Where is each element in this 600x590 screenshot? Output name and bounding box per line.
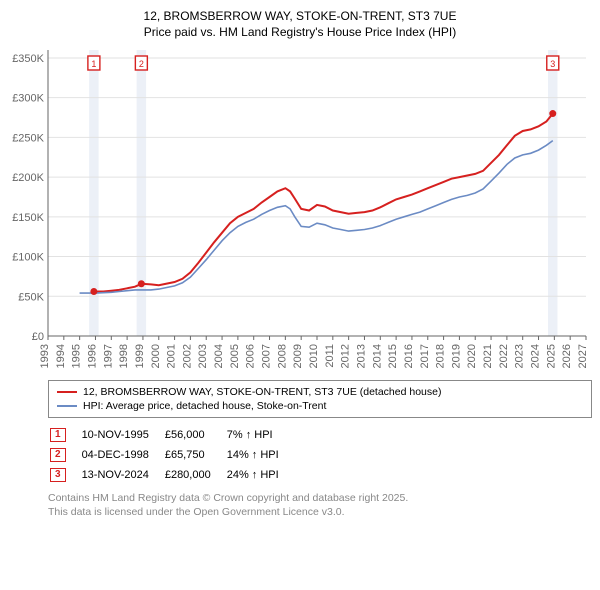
x-tick-label: 2003 — [197, 344, 209, 368]
marker-table: 1 10-NOV-1995£56,0007% ↑ HPI 2 04-DEC-1998£… — [48, 424, 295, 486]
title-line1: 12, BROMSBERROW WAY, STOKE-ON-TRENT, ST3… — [8, 8, 592, 24]
title-line2: Price paid vs. HM Land Registry's House … — [8, 24, 592, 40]
chart-area: £0 £50K £100K £150K £200K £250K £300K £350K 1993… — [8, 46, 592, 376]
marker-price: £65,750 — [165, 446, 225, 464]
legend-row: HPI: Average price, detached house, Stok… — [57, 399, 583, 413]
y-tick-label: £350K — [12, 53, 44, 65]
marker-price: £56,000 — [165, 426, 225, 444]
x-tick-label: 2004 — [213, 344, 225, 368]
marker-date: 04-DEC-1998 — [82, 446, 163, 464]
marker-pct: 14% ↑ HPI — [227, 446, 293, 464]
x-tick-label: 1997 — [102, 344, 114, 368]
up-arrow-icon: ↑ — [252, 469, 258, 481]
y-tick-label: £50K — [18, 292, 44, 304]
footnote-line2: This data is licensed under the Open Gov… — [48, 506, 592, 520]
x-tick-label: 2008 — [276, 344, 288, 368]
series-price_paid — [94, 114, 553, 292]
x-tick-label: 2016 — [403, 344, 415, 368]
sale-marker-num: 3 — [550, 59, 555, 69]
sale-marker-num: 1 — [91, 59, 96, 69]
shaded-band — [137, 50, 146, 336]
x-tick-label: 2009 — [292, 344, 304, 368]
table-row: 1 10-NOV-1995£56,0007% ↑ HPI — [50, 426, 293, 444]
legend: 12, BROMSBERROW WAY, STOKE-ON-TRENT, ST3… — [48, 380, 592, 418]
marker-index: 3 — [50, 468, 66, 482]
legend-swatch — [57, 391, 77, 393]
marker-index: 2 — [50, 448, 66, 462]
x-tick-label: 2015 — [387, 344, 399, 368]
y-tick-label: £300K — [12, 93, 44, 105]
y-tick-label: £250K — [12, 133, 44, 145]
x-tick-label: 2000 — [150, 344, 162, 368]
y-tick-label: £150K — [12, 212, 44, 224]
line-chart: £0 £50K £100K £150K £200K £250K £300K £350K 1993… — [8, 46, 592, 376]
y-tick-label: £100K — [12, 252, 44, 264]
x-tick-label: 2017 — [419, 344, 431, 368]
x-tick-label: 1994 — [55, 344, 67, 368]
sale-marker-num: 2 — [139, 59, 144, 69]
marker-date: 13-NOV-2024 — [82, 466, 163, 484]
marker-price: £280,000 — [165, 466, 225, 484]
x-tick-label: 2020 — [466, 344, 478, 368]
legend-label: 12, BROMSBERROW WAY, STOKE-ON-TRENT, ST3… — [83, 386, 441, 398]
x-tick-label: 1998 — [118, 344, 130, 368]
x-tick-label: 2024 — [530, 344, 542, 368]
x-tick-label: 2012 — [340, 344, 352, 368]
footnote: Contains HM Land Registry data © Crown c… — [48, 492, 592, 519]
x-tick-label: 2027 — [577, 344, 589, 368]
sale-marker-dot — [138, 281, 145, 288]
chart-title: 12, BROMSBERROW WAY, STOKE-ON-TRENT, ST3… — [8, 8, 592, 40]
x-tick-label: 2025 — [545, 344, 557, 368]
marker-pct: 24% ↑ HPI — [227, 466, 293, 484]
up-arrow-icon: ↑ — [252, 449, 258, 461]
x-tick-label: 2019 — [450, 344, 462, 368]
legend-row: 12, BROMSBERROW WAY, STOKE-ON-TRENT, ST3… — [57, 385, 583, 399]
footnote-line1: Contains HM Land Registry data © Crown c… — [48, 492, 592, 506]
x-tick-label: 2005 — [229, 344, 241, 368]
x-tick-label: 2001 — [166, 344, 178, 368]
x-tick-label: 2026 — [561, 344, 573, 368]
x-tick-label: 2006 — [245, 344, 257, 368]
table-row: 3 13-NOV-2024£280,00024% ↑ HPI — [50, 466, 293, 484]
x-tick-label: 1995 — [71, 344, 83, 368]
x-tick-label: 2002 — [181, 344, 193, 368]
x-tick-label: 2018 — [435, 344, 447, 368]
table-row: 2 04-DEC-1998£65,75014% ↑ HPI — [50, 446, 293, 464]
up-arrow-icon: ↑ — [246, 429, 252, 441]
y-tick-label: £200K — [12, 172, 44, 184]
x-tick-label: 2014 — [371, 344, 383, 368]
y-tick-label: £0 — [32, 331, 44, 343]
legend-label: HPI: Average price, detached house, Stok… — [83, 400, 326, 412]
x-tick-label: 1996 — [86, 344, 98, 368]
x-tick-label: 2011 — [324, 344, 336, 368]
x-tick-label: 2010 — [308, 344, 320, 368]
x-tick-label: 1993 — [39, 344, 51, 368]
marker-date: 10-NOV-1995 — [82, 426, 163, 444]
x-tick-label: 2007 — [261, 344, 273, 368]
sale-marker-dot — [549, 110, 556, 117]
x-tick-label: 2013 — [355, 344, 367, 368]
shaded-band — [548, 50, 557, 336]
marker-index: 1 — [50, 428, 66, 442]
marker-pct: 7% ↑ HPI — [227, 426, 293, 444]
sale-marker-dot — [90, 288, 97, 295]
x-tick-label: 1999 — [134, 344, 146, 368]
x-tick-label: 2023 — [514, 344, 526, 368]
legend-swatch — [57, 405, 77, 407]
x-tick-label: 2021 — [482, 344, 494, 368]
x-tick-label: 2022 — [498, 344, 510, 368]
